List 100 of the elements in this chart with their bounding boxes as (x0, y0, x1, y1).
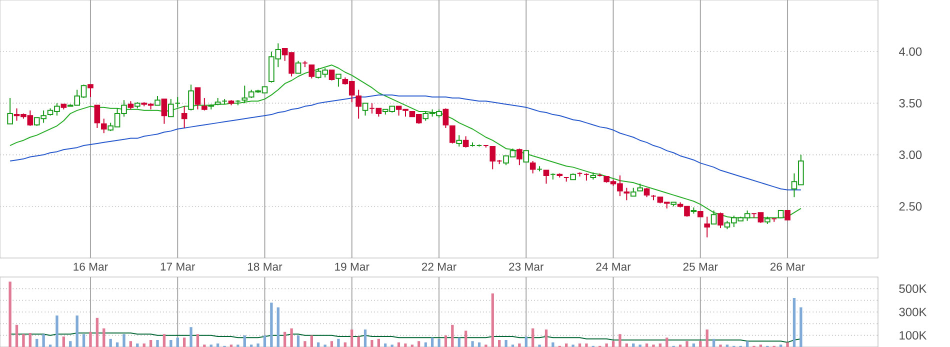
bar (498, 340, 501, 347)
bar (632, 344, 635, 347)
x-tick-label: 16 Mar (74, 262, 108, 271)
candlestick (336, 74, 342, 88)
candlestick (154, 95, 160, 106)
candlestick (194, 87, 201, 110)
candlestick (356, 89, 362, 120)
bar (176, 338, 179, 347)
bar (156, 340, 159, 347)
candlestick (624, 187, 630, 201)
bar (116, 342, 119, 347)
candlestick (308, 64, 315, 79)
bar (464, 330, 468, 347)
bar (404, 344, 407, 347)
x-tick-label: 25 Mar (683, 262, 718, 271)
bar (136, 344, 139, 347)
bar (666, 338, 668, 347)
bar (625, 344, 628, 347)
bar (170, 340, 172, 347)
bar (384, 344, 387, 347)
bar (612, 341, 615, 347)
bar (424, 342, 427, 347)
bar (284, 332, 286, 347)
y-tick-label: 3.50 (899, 98, 922, 108)
x-tick-label: 24 Mar (596, 262, 631, 271)
bar (196, 334, 200, 347)
candlestick (644, 187, 650, 198)
bar (42, 334, 45, 347)
bar (304, 341, 306, 347)
bar (786, 342, 789, 347)
bar (22, 334, 25, 347)
bar (142, 344, 146, 347)
bar (102, 328, 106, 347)
x-tick-label: 26 Mar (770, 262, 805, 271)
bar (62, 336, 66, 347)
candlestick (328, 70, 335, 81)
candlestick (295, 60, 302, 74)
y-tick-label: 500K (899, 284, 927, 293)
bar (364, 330, 367, 347)
y-tick-label: 4.00 (898, 47, 922, 56)
candlestick (7, 98, 13, 124)
bar (109, 338, 112, 347)
x-tick-label: 23 Mar (509, 262, 544, 271)
candlestick (202, 98, 208, 111)
bar (310, 335, 313, 347)
bar (149, 340, 152, 347)
candlestick (784, 210, 790, 220)
bar (216, 344, 220, 347)
bar (377, 338, 380, 347)
bar (800, 307, 802, 347)
bar (296, 335, 300, 347)
bar (8, 282, 12, 347)
bar (82, 334, 86, 347)
candlestick (718, 212, 724, 229)
bar (605, 344, 608, 347)
bar (69, 341, 72, 347)
candlestick (242, 85, 248, 104)
y-tick-label: 100K (900, 331, 927, 340)
bar (330, 341, 334, 347)
bar (276, 307, 280, 347)
candlestick (168, 98, 174, 118)
bar (162, 334, 166, 347)
bar (478, 342, 481, 347)
bar (645, 344, 648, 347)
bar (658, 344, 662, 347)
bar (96, 318, 99, 347)
bar (524, 336, 528, 347)
bar (36, 338, 38, 347)
candlestick (449, 125, 456, 144)
x-tick-label: 17 Mar (160, 262, 196, 271)
bar (686, 341, 688, 347)
bar (531, 328, 534, 347)
bar (28, 333, 32, 347)
bar (692, 344, 696, 347)
bar (712, 338, 716, 347)
candlestick (704, 216, 710, 238)
candlestick (188, 84, 194, 111)
candlestick (530, 160, 536, 174)
bar (182, 338, 186, 347)
bar (397, 342, 400, 347)
y-tick-label: 3.00 (899, 150, 922, 160)
bar (518, 344, 521, 347)
bar (357, 336, 360, 347)
candlestick (543, 170, 550, 184)
candlestick (516, 148, 522, 166)
bar (544, 330, 548, 347)
bar (746, 341, 749, 347)
candlestick (710, 210, 717, 224)
x-tick-label: 18 Mar (248, 262, 282, 271)
bar (337, 338, 340, 347)
bar (504, 340, 508, 347)
candlestick (94, 104, 100, 128)
bar (270, 302, 273, 347)
bar (190, 327, 192, 347)
candlestick (362, 102, 368, 116)
bar (350, 330, 354, 347)
bar (317, 342, 320, 347)
bar (243, 335, 246, 347)
bar (618, 334, 622, 347)
bar (552, 342, 554, 347)
